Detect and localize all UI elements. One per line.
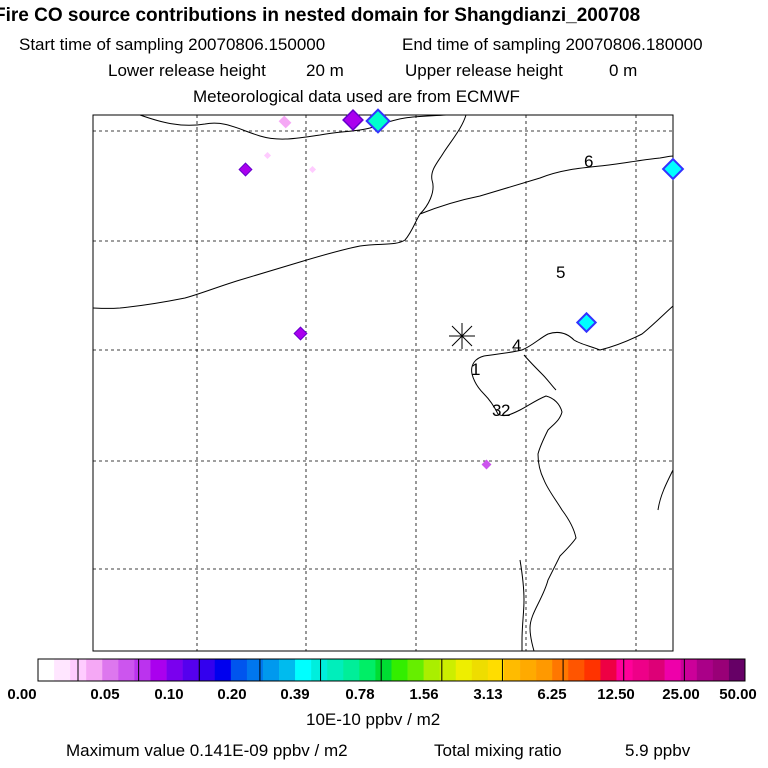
- colorbar-swatch: [664, 659, 682, 681]
- source-layer: [238, 108, 685, 470]
- colorbar-swatch: [423, 659, 441, 681]
- plot-frame: [92, 114, 674, 652]
- site-label: 5: [556, 263, 565, 282]
- colorbar-swatch: [166, 659, 183, 681]
- colorbar-swatch: [503, 659, 521, 681]
- colorbar-tick-label: 50.00: [719, 686, 757, 703]
- source-cell: [661, 157, 685, 181]
- colorbar-swatch: [520, 659, 537, 681]
- colorbar-swatch: [536, 659, 553, 681]
- colorbar-tick-label: 25.00: [662, 686, 700, 703]
- source-cell: [365, 108, 391, 134]
- colorbar-swatch: [38, 659, 55, 681]
- source-cell: [481, 459, 492, 470]
- colorbar-swatch: [327, 659, 344, 681]
- colorbar-swatch: [600, 659, 617, 681]
- colorbar-swatch: [86, 659, 103, 681]
- site-label: 1: [471, 360, 480, 379]
- colorbar-swatch: [728, 659, 746, 681]
- colorbar-swatch: [214, 659, 232, 681]
- colorbar-swatch: [568, 659, 585, 681]
- border-line: [523, 354, 557, 391]
- colorbar-swatch: [471, 659, 489, 681]
- colorbar-swatch: [359, 659, 376, 681]
- maximum-value-label: Maximum value 0.141E-09 ppbv / m2: [66, 741, 348, 760]
- colorbar-swatch: [262, 659, 280, 681]
- chart-title: Fire CO source contributions in nested d…: [0, 5, 641, 26]
- coastline: [471, 305, 674, 652]
- end-time-label: End time of sampling 20070806.180000: [402, 35, 703, 54]
- colorbar-frame: [37, 658, 746, 682]
- colorbar-swatch: [311, 659, 328, 681]
- met-data-label: Meteorological data used are from ECMWF: [193, 87, 520, 106]
- colorbar-swatch: [696, 659, 714, 681]
- colorbar: [37, 658, 746, 682]
- colorbar-swatch: [455, 659, 473, 681]
- colorbar-swatch: [343, 659, 360, 681]
- lower-release-label: Lower release height: [108, 61, 266, 80]
- site-label: 4: [512, 336, 521, 355]
- border-line: [519, 559, 525, 651]
- colorbar-swatch: [246, 659, 264, 681]
- source-cell: [342, 109, 364, 131]
- colorbar-swatch: [648, 659, 665, 681]
- colorbar-swatch: [150, 659, 167, 681]
- source-cell: [575, 311, 598, 334]
- colorbar-swatch: [182, 659, 199, 681]
- colorbar-tick-label: 0.20: [217, 686, 247, 703]
- border-line: [419, 155, 674, 215]
- border-line: [139, 114, 447, 140]
- boundaries: [92, 114, 674, 652]
- source-cell: [263, 151, 272, 160]
- site-label: 2: [501, 401, 510, 420]
- colorbar-tick-label: 12.50: [597, 686, 635, 703]
- colorbar-tick-label: 0.10: [154, 686, 184, 703]
- colorbar-swatch: [407, 659, 424, 681]
- colorbar-swatch: [616, 659, 633, 681]
- upper-release-value: 0 m: [609, 61, 638, 80]
- total-mixing-label: Total mixing ratio: [434, 741, 562, 760]
- colorbar-swatch: [102, 659, 119, 681]
- source-cell: [238, 162, 253, 177]
- colorbar-swatch: [198, 659, 216, 681]
- colorbar-units: 10E-10 ppbv / m2: [306, 710, 441, 729]
- colorbar-swatch: [54, 659, 71, 681]
- colorbar-swatch: [584, 659, 601, 681]
- colorbar-swatch: [118, 659, 135, 681]
- upper-release-label: Upper release height: [405, 61, 563, 80]
- colorbar-tick-label: 0.39: [280, 686, 310, 703]
- source-cell: [278, 115, 292, 129]
- colorbar-swatch: [230, 659, 248, 681]
- colorbar-tick-label: 0.78: [345, 686, 375, 703]
- station-marker: [449, 323, 475, 349]
- colorbar-tick-label: 6.25: [537, 686, 567, 703]
- border-line: [92, 114, 467, 309]
- total-mixing-value: 5.9 ppbv: [625, 741, 691, 760]
- colorbar-swatch: [134, 659, 151, 681]
- colorbar-swatch: [295, 659, 312, 681]
- colorbar-tick-label: 0.00: [7, 686, 37, 703]
- colorbar-swatch: [552, 659, 569, 681]
- colorbar-swatch: [487, 659, 505, 681]
- colorbar-swatch: [279, 659, 296, 681]
- colorbar-swatch: [391, 659, 408, 681]
- site-labels: 6 5 4 1 3 2: [471, 152, 593, 420]
- colorbar-tick-label: 3.13: [473, 686, 503, 703]
- lower-release-value: 20 m: [306, 61, 344, 80]
- start-time-label: Start time of sampling 20070806.150000: [19, 35, 326, 54]
- colorbar-swatch: [439, 659, 457, 681]
- source-cell: [308, 165, 317, 174]
- graticule: [93, 115, 673, 651]
- coastline: [657, 469, 674, 511]
- site-label: 6: [584, 152, 593, 171]
- colorbar-tick-label: 0.05: [90, 686, 120, 703]
- colorbar-swatch: [680, 659, 698, 681]
- source-cell: [293, 326, 308, 341]
- colorbar-swatch: [375, 659, 392, 681]
- site-label: 3: [492, 401, 501, 420]
- colorbar-tick-label: 1.56: [409, 686, 439, 703]
- colorbar-swatch: [712, 659, 730, 681]
- colorbar-swatch: [632, 659, 649, 681]
